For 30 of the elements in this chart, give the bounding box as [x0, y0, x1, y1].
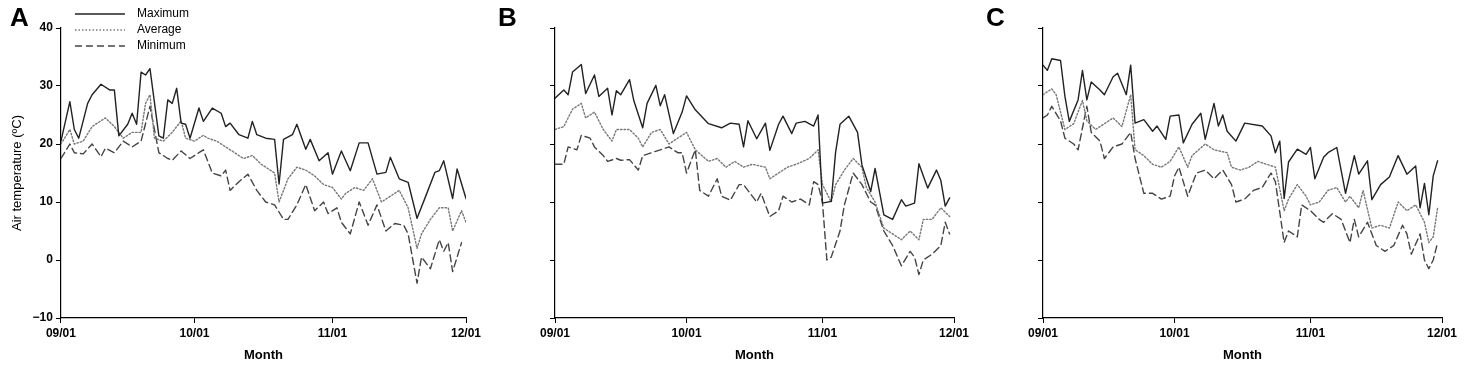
x-tick-label: 10/01 — [1159, 325, 1190, 340]
y-tick-label: 40 — [39, 20, 54, 35]
y-axis-title: Air temperature (ºC) — [9, 115, 25, 231]
y-tick-label: −10 — [32, 310, 54, 325]
x-axis-title: Month — [1223, 346, 1263, 362]
y-tick-label: 0 — [46, 252, 54, 267]
y-tick-label: 20 — [39, 136, 54, 151]
legend-label: Minimum — [136, 38, 186, 53]
x-axis-title: Month — [735, 346, 775, 362]
x-tick-label: 11/01 — [1295, 325, 1326, 340]
chart-title: A — [10, 2, 29, 33]
chart-title: B — [498, 2, 517, 33]
x-tick-label: 09/01 — [1027, 325, 1059, 340]
x-tick-label: 12/01 — [938, 325, 970, 340]
x-tick-label: 11/01 — [807, 325, 838, 340]
line-series — [60, 105, 463, 284]
y-tick-label: 10 — [39, 194, 54, 209]
x-tick-label: 11/01 — [317, 325, 348, 340]
x-tick-label: 09/01 — [45, 325, 77, 340]
line-series — [60, 94, 466, 250]
y-tick-label: 30 — [39, 78, 54, 93]
chart-title: C — [986, 2, 1005, 33]
x-axis-title: Month — [243, 346, 284, 362]
x-tick-label: 10/01 — [179, 325, 210, 340]
x-tick-label: 12/01 — [450, 325, 482, 340]
legend-label: Maximum — [136, 6, 189, 21]
x-tick-label: 12/01 — [1426, 325, 1458, 340]
x-tick-label: 09/01 — [539, 325, 571, 340]
x-tick-label: 10/01 — [671, 325, 702, 340]
legend-label: Average — [136, 22, 182, 37]
